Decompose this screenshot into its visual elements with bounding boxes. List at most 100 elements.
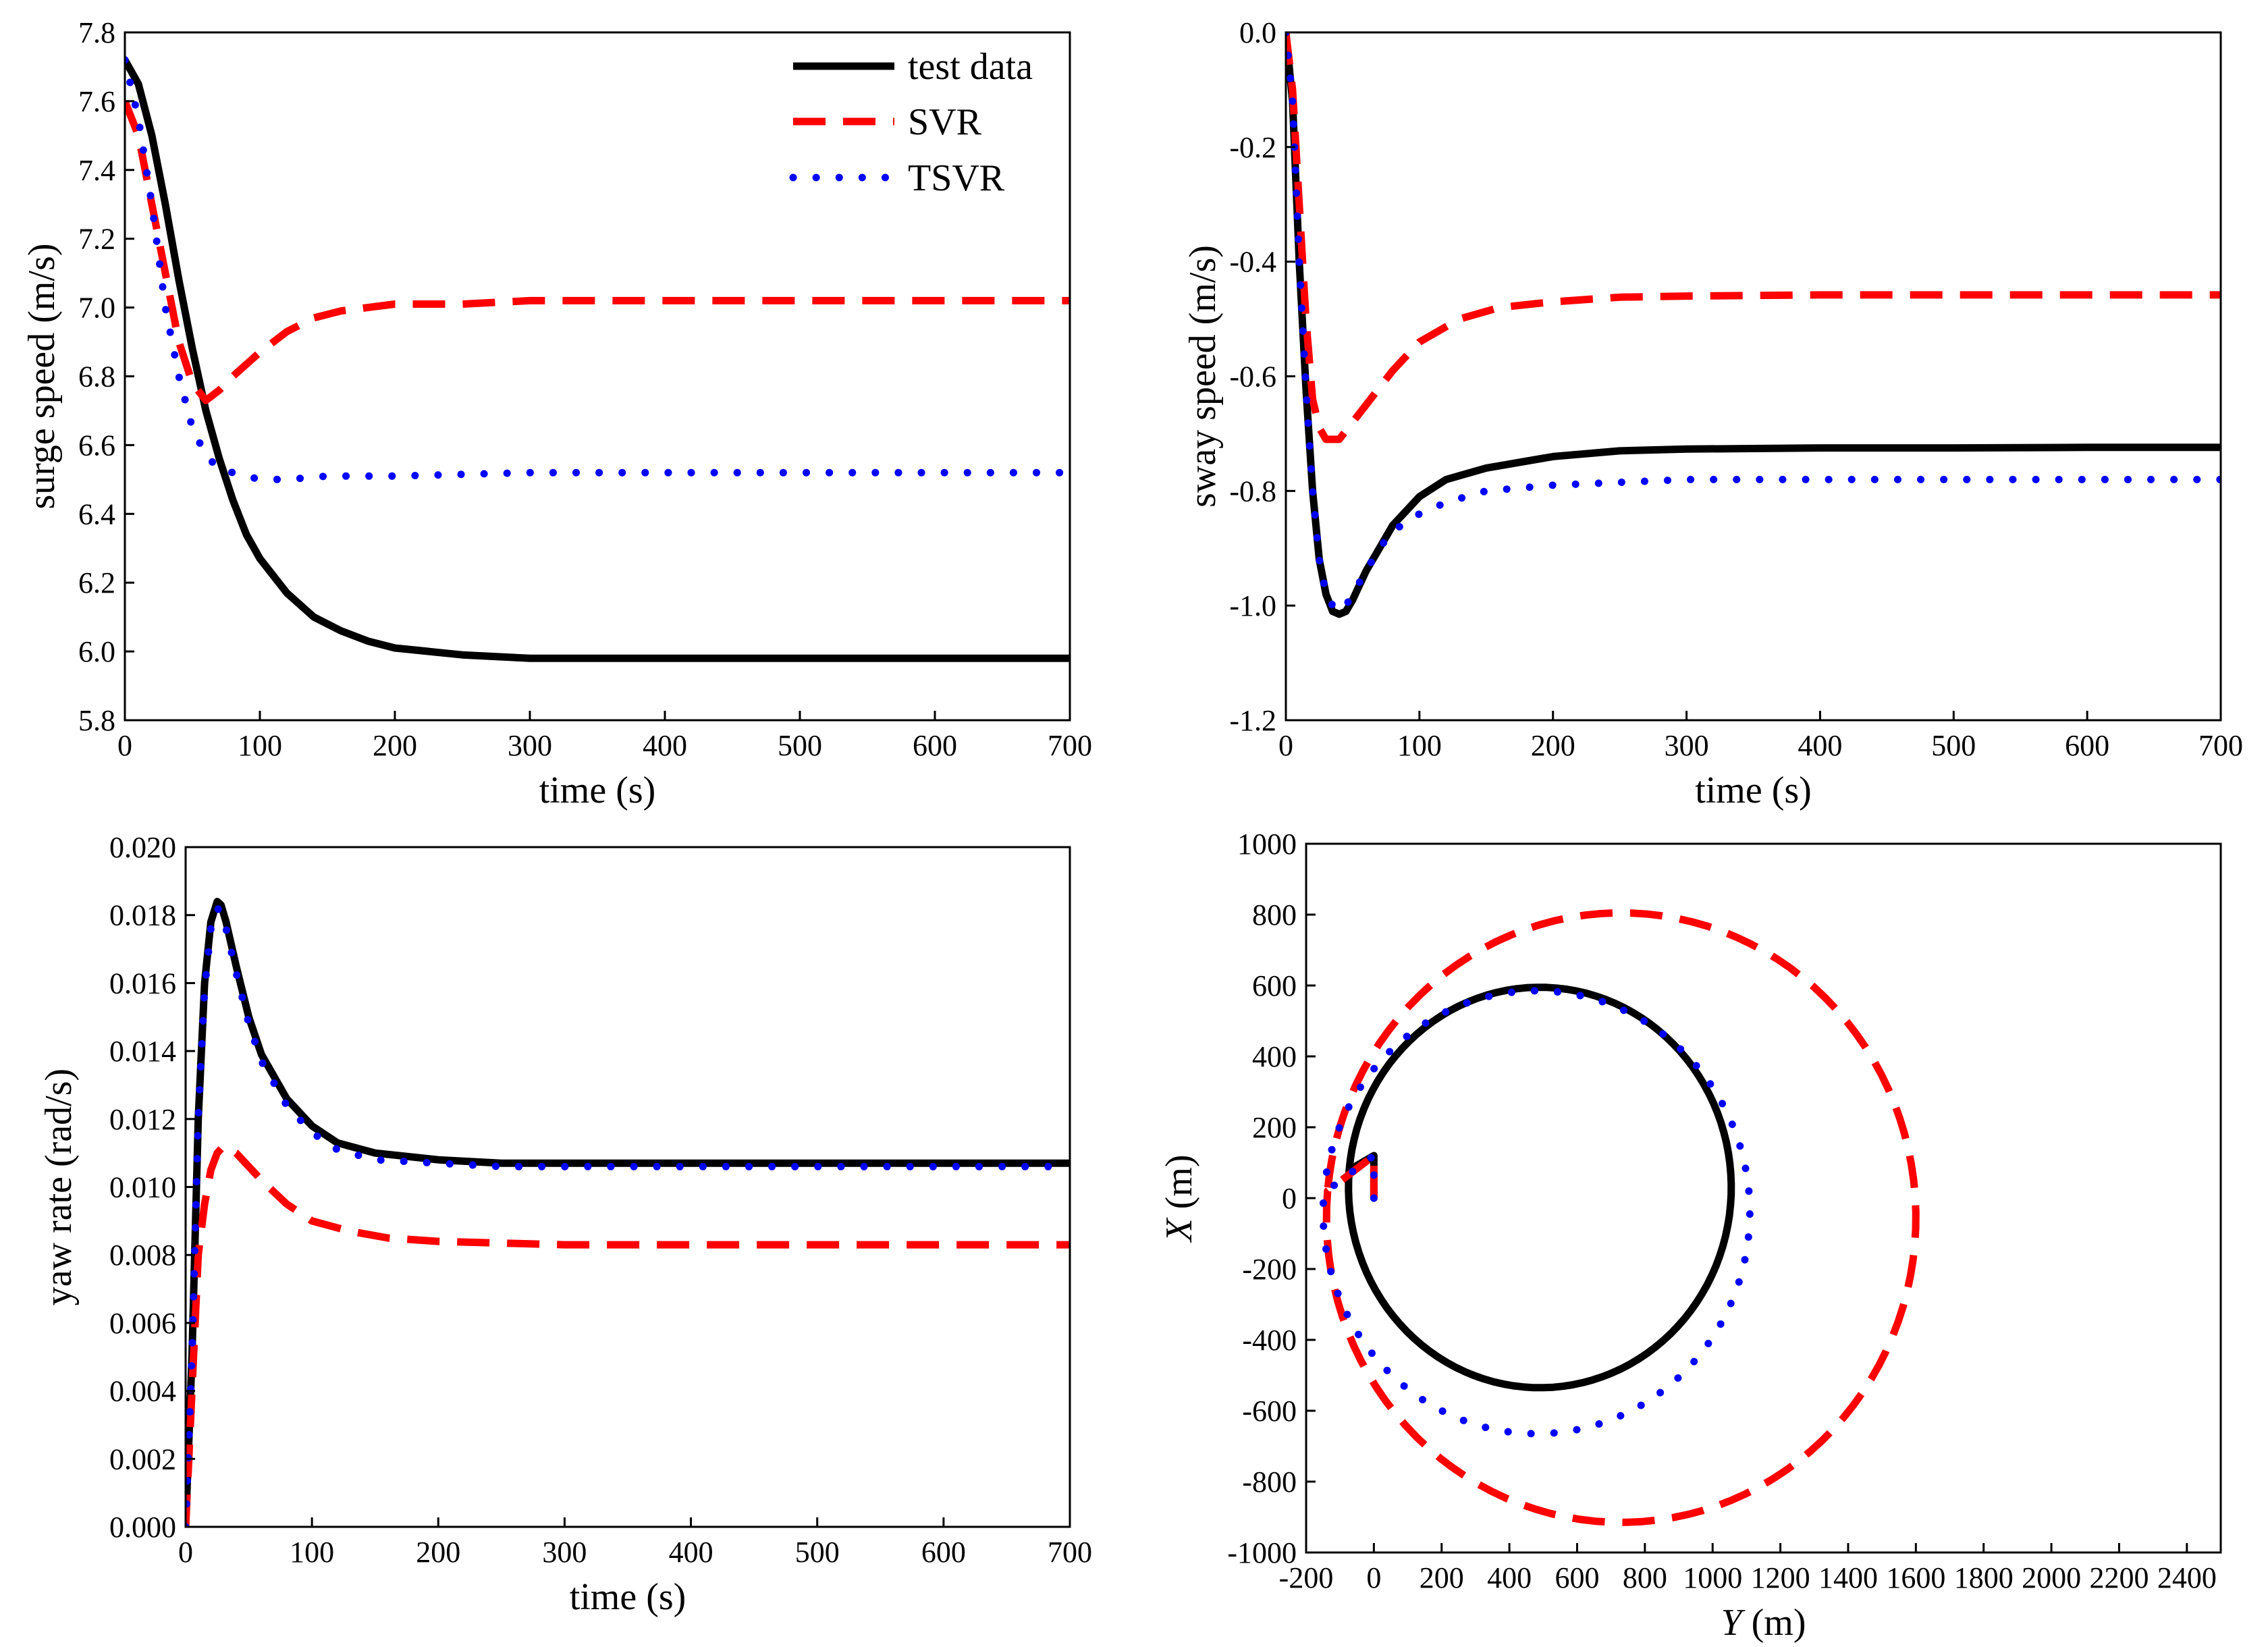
surge-x-tick-label: 400 bbox=[643, 729, 687, 762]
yaw-y-tick-label: 0.014 bbox=[109, 1035, 176, 1068]
surge-speed-chart: 0 100 200 300 400 500 600 700 5.8 6.0 6.2 6.4 6.6 6.8… bbox=[21, 16, 1092, 811]
sway-y-axis-label: sway speed (m/s) bbox=[1182, 245, 1224, 508]
trajectory-y-tick-label: -800 bbox=[1242, 1465, 1297, 1498]
surge-y-tick-label: 6.0 bbox=[78, 635, 115, 668]
trajectory-x-tick-label: 1000 bbox=[1683, 1561, 1742, 1594]
surge-x-tick-label: 700 bbox=[1048, 729, 1092, 762]
yaw-y-tick-label: 0.000 bbox=[109, 1511, 176, 1544]
yaw-y-tick-label: 0.018 bbox=[109, 899, 176, 932]
trajectory-x-tick-label: 1600 bbox=[1886, 1561, 1945, 1594]
yaw-x-tick-label: 400 bbox=[669, 1536, 713, 1569]
trajectory-x-tick-label: 1200 bbox=[1751, 1561, 1810, 1594]
trajectory-x-tick-label: -200 bbox=[1279, 1561, 1334, 1594]
surge-y-tick-label: 7.2 bbox=[78, 223, 115, 256]
trajectory-series-svr bbox=[1322, 909, 1920, 1526]
trajectory-y-axis-label: X (m) bbox=[1158, 1154, 1200, 1243]
surge-y-tick-label: 6.4 bbox=[78, 497, 115, 531]
legend-label-test-data: test data bbox=[908, 46, 1033, 88]
yaw-rate-chart: 0 100 200 300 400 500 600 700 0.000 0.002 0.004 0.0… bbox=[38, 831, 1092, 1618]
sway-x-tick-label: 200 bbox=[1531, 729, 1575, 762]
sway-x-axis-label: time (s) bbox=[1695, 770, 1812, 811]
sway-x-tick-label: 300 bbox=[1665, 729, 1709, 762]
yaw-y-axis-label: yaw rate (rad/s) bbox=[38, 1069, 80, 1305]
sway-y-tick-label: -0.6 bbox=[1229, 360, 1276, 394]
surge-x-axis-label: time (s) bbox=[539, 770, 656, 811]
surge-y-tick-label: 7.8 bbox=[78, 16, 115, 49]
surge-y-tick-label: 5.8 bbox=[78, 704, 115, 737]
surge-y-tick-label: 7.4 bbox=[78, 154, 115, 187]
sway-y-tick-label: -0.8 bbox=[1229, 475, 1276, 508]
trajectory-x-axis-label: Y (m) bbox=[1721, 1602, 1806, 1644]
sway-x-tick-label: 600 bbox=[2065, 729, 2109, 762]
sway-speed-chart: 0 100 200 300 400 500 600 700 0.0 -0.2 -0.4 -0.6 -0.… bbox=[1182, 16, 2243, 811]
legend-label-tsvr: TSVR bbox=[908, 157, 1005, 199]
yaw-y-tick-label: 0.002 bbox=[109, 1442, 176, 1476]
surge-series-svr bbox=[125, 99, 1070, 404]
surge-x-tick-label: 500 bbox=[778, 729, 822, 762]
surge-y-tick-label: 6.8 bbox=[78, 360, 115, 394]
yaw-x-tick-label: 700 bbox=[1048, 1536, 1092, 1569]
surge-series-test-data bbox=[125, 56, 1070, 662]
yaw-x-tick-label: 0 bbox=[178, 1536, 193, 1569]
yaw-x-tick-label: 200 bbox=[416, 1536, 460, 1569]
trajectory-x-tick-label: 2400 bbox=[2157, 1561, 2217, 1594]
sway-x-tick-label: 700 bbox=[2198, 729, 2243, 762]
sway-series-tsvr bbox=[1286, 32, 2221, 616]
yaw-y-tick-label: 0.012 bbox=[109, 1103, 176, 1136]
trajectory-x-tick-label: 1800 bbox=[1954, 1561, 2014, 1594]
trajectory-y-tick-label: 0 bbox=[1282, 1182, 1297, 1215]
legend: test data SVR TSVR bbox=[789, 46, 1033, 199]
trajectory-y-tick-label: -1000 bbox=[1227, 1536, 1297, 1569]
legend-label-svr: SVR bbox=[908, 101, 982, 143]
surge-series-tsvr bbox=[125, 56, 1070, 483]
surge-y-axis-label: surge speed (m/s) bbox=[21, 244, 63, 510]
yaw-series-tsvr bbox=[186, 905, 1070, 1527]
sway-x-tick-label: 100 bbox=[1397, 729, 1442, 762]
yaw-y-tick-label: 0.016 bbox=[109, 967, 176, 1000]
sway-y-tick-label: -1.2 bbox=[1229, 704, 1276, 737]
trajectory-y-tick-label: 600 bbox=[1252, 969, 1297, 1002]
yaw-y-tick-label: 0.006 bbox=[109, 1307, 176, 1340]
surge-y-tick-label: 7.0 bbox=[78, 292, 115, 325]
sway-y-tick-label: -0.4 bbox=[1229, 246, 1276, 279]
trajectory-y-tick-label: 200 bbox=[1252, 1111, 1297, 1144]
sway-y-tick-label: -0.2 bbox=[1229, 131, 1276, 164]
trajectory-x-tick-label: 2000 bbox=[2022, 1561, 2081, 1594]
yaw-series-svr bbox=[186, 1142, 1070, 1527]
surge-y-tick-label: 6.6 bbox=[78, 429, 115, 462]
trajectory-y-tick-label: -600 bbox=[1242, 1395, 1297, 1428]
trajectory-chart: -200 0 200 400 600 800 1000 1200 1400 1600 1800 200… bbox=[1158, 828, 2222, 1644]
sway-x-tick-label: 400 bbox=[1798, 729, 1842, 762]
surge-y-tick-label: 6.2 bbox=[78, 566, 115, 599]
yaw-y-tick-label: 0.008 bbox=[109, 1239, 176, 1272]
trajectory-x-tick-label: 800 bbox=[1623, 1561, 1667, 1594]
yaw-y-tick-label: 0.020 bbox=[109, 831, 176, 864]
trajectory-x-tick-label: 600 bbox=[1555, 1561, 1599, 1594]
sway-y-tick-label: 0.0 bbox=[1239, 16, 1276, 49]
surge-y-tick-label: 7.6 bbox=[78, 85, 115, 118]
surge-x-tick-label: 100 bbox=[238, 729, 282, 762]
surge-x-tick-label: 0 bbox=[117, 729, 132, 762]
yaw-x-axis-label: time (s) bbox=[570, 1576, 686, 1618]
yaw-plot-frame bbox=[184, 846, 1071, 1528]
sway-x-tick-label: 500 bbox=[1931, 729, 1976, 762]
trajectory-y-tick-label: -400 bbox=[1242, 1324, 1297, 1357]
trajectory-x-tick-label: 1400 bbox=[1818, 1561, 1878, 1594]
sway-plot-frame bbox=[1285, 31, 2222, 722]
yaw-x-tick-label: 500 bbox=[795, 1536, 840, 1569]
sway-x-tick-label: 0 bbox=[1278, 729, 1293, 762]
trajectory-x-tick-label: 400 bbox=[1487, 1561, 1532, 1594]
surge-x-tick-label: 600 bbox=[913, 729, 957, 762]
trajectory-x-tick-label: 2200 bbox=[2089, 1561, 2149, 1594]
trajectory-y-tick-label: 1000 bbox=[1237, 828, 1297, 861]
trajectory-y-tick-label: 800 bbox=[1252, 898, 1297, 932]
trajectory-x-tick-label: 200 bbox=[1420, 1561, 1464, 1594]
surge-x-tick-label: 300 bbox=[508, 729, 552, 762]
yaw-y-tick-label: 0.010 bbox=[109, 1171, 176, 1204]
trajectory-series-test-data bbox=[1345, 983, 1735, 1392]
trajectory-x-tick-label: 0 bbox=[1366, 1561, 1381, 1594]
yaw-y-tick-label: 0.004 bbox=[109, 1375, 176, 1408]
trajectory-plot-frame bbox=[1305, 842, 2222, 1554]
yaw-series-test-data bbox=[186, 898, 1070, 1527]
